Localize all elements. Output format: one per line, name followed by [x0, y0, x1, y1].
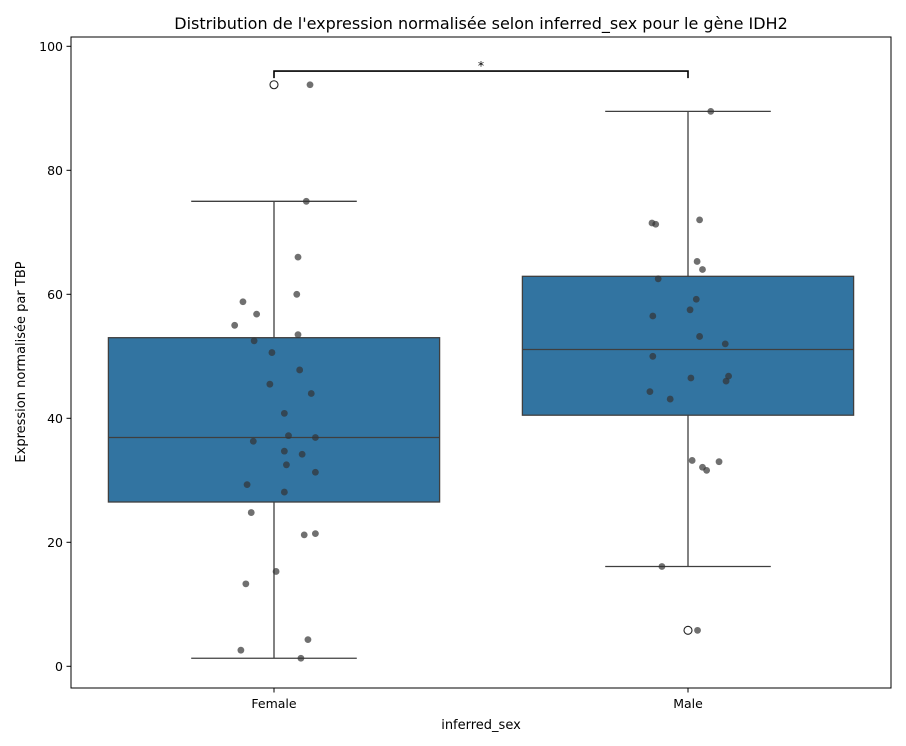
data-point-male: [649, 312, 657, 320]
data-point-male: [654, 275, 662, 283]
data-point-male: [666, 395, 674, 403]
data-point-female: [294, 331, 302, 338]
x-tick-label-female: Female: [251, 696, 297, 711]
data-point-female: [312, 434, 319, 441]
data-point-female: [253, 310, 261, 318]
y-tick-label: 20: [47, 535, 63, 550]
data-point-female: [237, 646, 245, 654]
box-male: [521, 275, 855, 416]
data-point-female: [272, 568, 280, 575]
data-point-female: [250, 337, 258, 345]
data-point-male: [715, 458, 723, 466]
data-point-male: [692, 295, 700, 303]
data-point-male: [688, 457, 696, 464]
data-point-female: [280, 488, 288, 496]
data-point-female: [283, 461, 290, 469]
data-point-female: [266, 380, 274, 388]
data-point-male: [703, 466, 711, 474]
data-point-female: [268, 349, 276, 356]
data-point-male: [696, 333, 703, 340]
y-tick-label: 0: [55, 659, 63, 674]
data-point-female: [285, 432, 292, 440]
data-point-male: [649, 352, 657, 360]
data-point-female: [307, 390, 315, 397]
data-point-male: [722, 377, 730, 385]
significance-bracket: [273, 70, 689, 79]
data-point-female: [297, 654, 305, 662]
significance-label: *: [478, 58, 484, 73]
outlier-marker-male: [683, 625, 693, 635]
y-tick-label: 60: [47, 287, 63, 302]
data-point-female: [231, 321, 239, 329]
outlier-marker-female: [269, 80, 279, 90]
data-point-female: [249, 437, 257, 445]
data-point-female: [312, 530, 319, 538]
box-female: [107, 337, 441, 503]
data-point-male: [721, 340, 729, 348]
data-point-female: [306, 81, 314, 89]
chart-title: Distribution de l'expression normalisée …: [174, 14, 788, 34]
data-point-female: [280, 447, 288, 455]
data-point-female: [280, 409, 288, 417]
y-tick-label: 40: [47, 411, 63, 426]
data-point-female: [296, 366, 304, 374]
y-axis-label: Expression normalisée par TBP: [14, 261, 29, 462]
data-point-male: [699, 266, 706, 273]
data-point-female: [312, 468, 319, 476]
data-point-male: [696, 216, 703, 224]
data-point-female: [242, 580, 250, 588]
data-point-male: [652, 220, 660, 228]
data-point-male: [693, 258, 701, 265]
data-point-female: [304, 636, 312, 644]
y-tick-label: 100: [39, 39, 63, 54]
plot-area-frame: [70, 36, 892, 689]
y-tick-label: 80: [47, 163, 63, 178]
data-point-female: [239, 298, 247, 306]
data-point-female: [302, 197, 310, 205]
data-point-male: [658, 563, 666, 570]
data-point-male: [646, 388, 654, 396]
data-point-female: [293, 290, 301, 298]
x-axis-label: inferred_sex: [441, 718, 521, 733]
data-point-female: [294, 253, 302, 261]
data-point-female: [243, 481, 251, 489]
data-point-male: [687, 374, 695, 382]
data-point-female: [300, 531, 308, 539]
data-point-female: [298, 450, 306, 458]
data-point-male: [686, 306, 694, 314]
data-point-male: [694, 626, 701, 634]
x-tick-label-male: Male: [673, 696, 703, 711]
data-point-female: [247, 509, 255, 516]
data-point-male: [707, 108, 715, 115]
